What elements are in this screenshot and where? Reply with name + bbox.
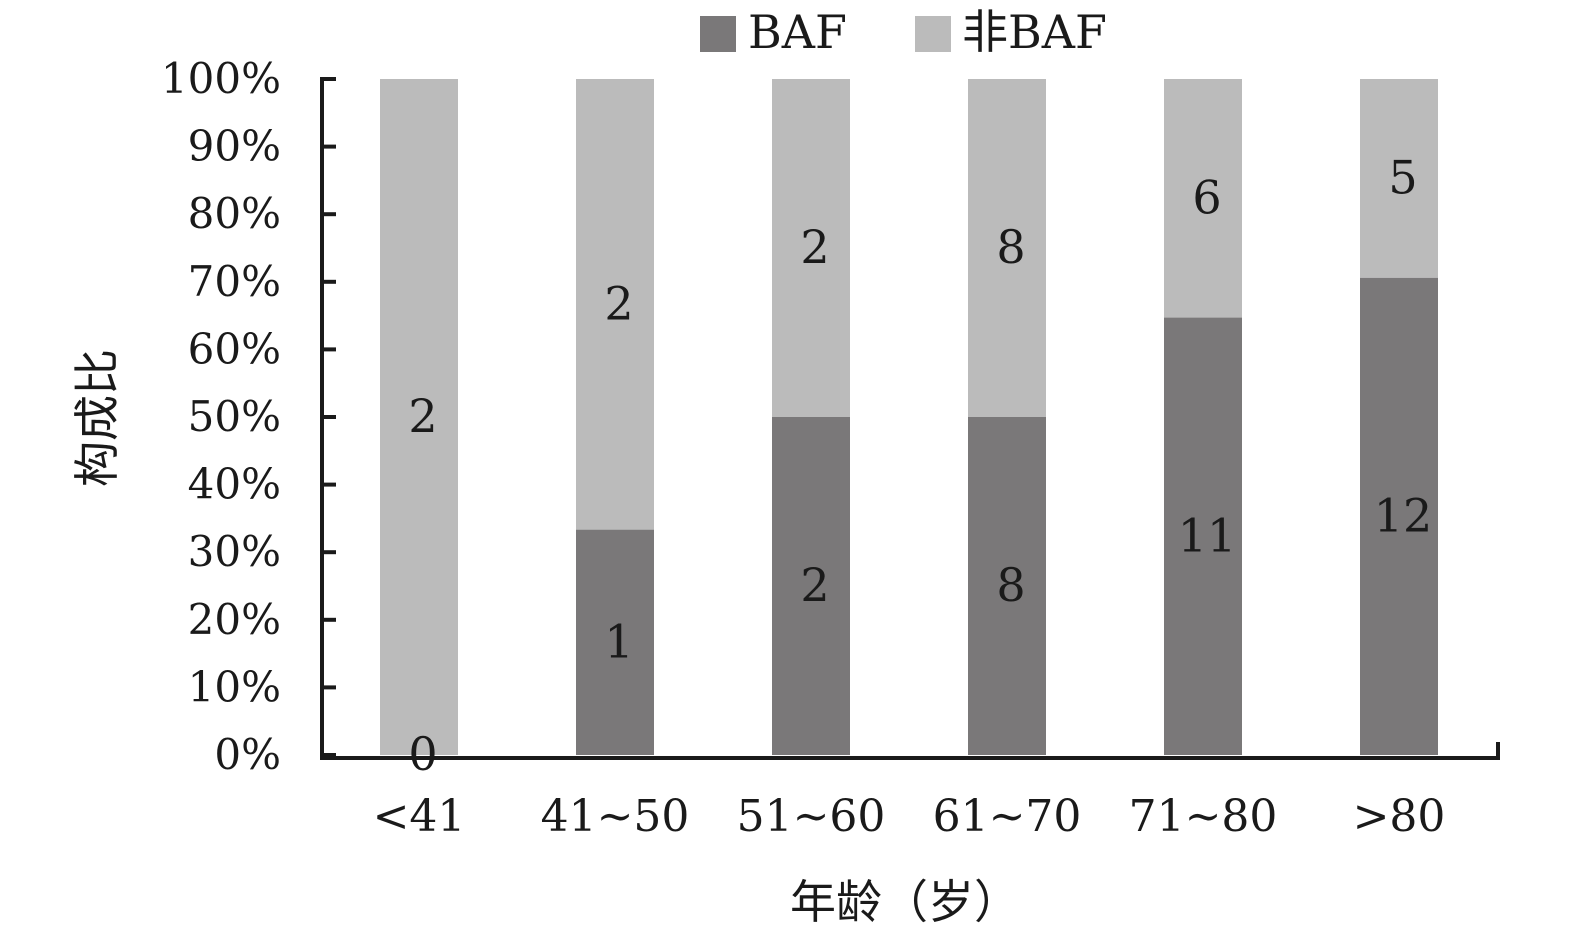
bars-group bbox=[380, 79, 1438, 755]
y-tick-label: 80% bbox=[188, 189, 281, 238]
data-label-non-baf: 2 bbox=[408, 389, 437, 443]
bar-segment-non-baf bbox=[380, 79, 458, 755]
y-tick-label: 0% bbox=[214, 730, 281, 779]
bar-segment-non-baf bbox=[1360, 79, 1438, 278]
axes-group bbox=[320, 77, 1500, 760]
bar-segment-baf bbox=[772, 417, 850, 755]
bar-segment-non-baf bbox=[1164, 79, 1242, 318]
x-tick-label: 51~60 bbox=[737, 791, 886, 842]
legend-swatch bbox=[700, 16, 736, 52]
data-label-non-baf: 2 bbox=[800, 220, 829, 274]
bar-segment-baf bbox=[968, 417, 1046, 755]
y-tick-label: 100% bbox=[161, 54, 281, 103]
y-ticks-group: 0% 10% 20% 30% 40% 50% 60% 70% 80% 90% 100% bbox=[161, 54, 336, 779]
x-ticks-group: <41 41~50 51~60 61~70 71~80 >80 bbox=[373, 791, 1446, 842]
legend: BAF 非BAF bbox=[700, 5, 1107, 59]
y-tick-label: 70% bbox=[188, 257, 281, 306]
data-label-baf: 0 bbox=[408, 727, 437, 781]
x-tick-label: >80 bbox=[1353, 791, 1446, 842]
y-tick-label: 60% bbox=[188, 324, 281, 373]
bar-segment-non-baf bbox=[772, 79, 850, 417]
bar-segment-non-baf bbox=[576, 79, 654, 530]
data-label-non-baf: 6 bbox=[1192, 170, 1221, 224]
bar-segment-baf bbox=[1360, 277, 1438, 755]
x-axis-title: 年龄（岁） bbox=[790, 875, 1020, 929]
legend-swatch bbox=[915, 16, 951, 52]
data-label-non-baf: 2 bbox=[604, 276, 633, 330]
bar-segment-baf bbox=[1164, 317, 1242, 755]
y-tick-label: 30% bbox=[188, 527, 281, 576]
x-tick-label: 71~80 bbox=[1129, 791, 1278, 842]
bar-segment-baf bbox=[576, 529, 654, 755]
y-tick-label: 20% bbox=[188, 595, 281, 644]
data-label-baf: 2 bbox=[800, 558, 829, 612]
data-label-baf: 11 bbox=[1178, 508, 1237, 562]
y-tick-label: 90% bbox=[188, 122, 281, 171]
y-tick-label: 50% bbox=[188, 392, 281, 441]
x-tick-label: 41~50 bbox=[541, 791, 690, 842]
legend-label: BAF bbox=[748, 5, 847, 59]
data-label-baf: 12 bbox=[1374, 488, 1433, 542]
data-label-baf: 1 bbox=[604, 614, 633, 668]
y-axis-title: 构成比 bbox=[70, 349, 124, 487]
x-tick-label: <41 bbox=[373, 791, 466, 842]
data-label-baf: 8 bbox=[996, 558, 1025, 612]
bar-segment-non-baf bbox=[968, 79, 1046, 417]
y-tick-label: 10% bbox=[188, 662, 281, 711]
legend-label: 非BAF bbox=[962, 5, 1107, 59]
y-tick-label: 40% bbox=[188, 460, 281, 509]
data-label-non-baf: 5 bbox=[1388, 150, 1417, 204]
data-label-non-baf: 8 bbox=[996, 220, 1025, 274]
x-tick-label: 61~70 bbox=[933, 791, 1082, 842]
